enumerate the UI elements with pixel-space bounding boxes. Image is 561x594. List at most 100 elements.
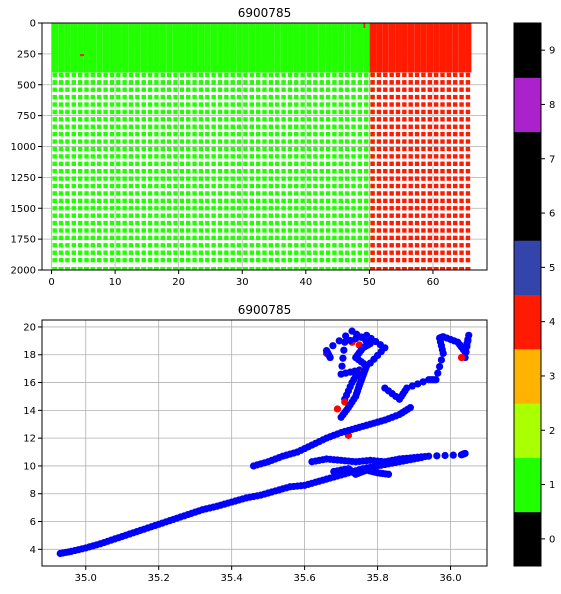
profile-point [166, 80, 172, 85]
profile-point [465, 131, 471, 137]
y-tick-label: 6 [30, 517, 36, 528]
profile-point [52, 117, 57, 122]
profile-point [383, 72, 388, 78]
profile-point [332, 72, 337, 78]
profile-point [103, 228, 108, 233]
profile-point [338, 161, 343, 166]
profile-point [84, 169, 89, 174]
profile-point [224, 154, 229, 159]
profile-point [275, 146, 280, 152]
profile-point [370, 183, 375, 189]
profile-point [154, 228, 159, 233]
profile-point [58, 72, 64, 78]
profile-point [383, 87, 388, 92]
profile-point [71, 169, 76, 174]
profile-point [147, 117, 153, 122]
profile-point [236, 176, 242, 181]
profile-point [402, 154, 407, 159]
profile-point [255, 102, 261, 107]
profile-point [395, 161, 401, 166]
profile-point [376, 146, 382, 152]
profile-point [383, 250, 388, 255]
profile-upper [178, 23, 186, 73]
profile-point [300, 72, 305, 78]
profile-point [268, 80, 274, 85]
profile-point [446, 183, 452, 189]
profile-point [357, 250, 363, 255]
profile-point [313, 235, 318, 241]
profile-point [275, 124, 280, 129]
profile-bottom [192, 267, 198, 270]
profile-point [166, 169, 172, 174]
scatter-point [363, 421, 371, 429]
profile-point [160, 154, 165, 159]
profile-point [90, 109, 96, 115]
profile-point [122, 124, 127, 129]
profile-point [217, 220, 223, 226]
profile-point [192, 228, 197, 233]
profile-upper [458, 23, 466, 73]
profile-point [128, 146, 134, 152]
profile-point [268, 250, 274, 255]
profile-point [236, 183, 242, 189]
flag-4-mark [80, 54, 85, 57]
profile-point [160, 176, 165, 181]
profile-point [160, 213, 165, 218]
profile-point [300, 154, 305, 159]
profile-point [90, 191, 96, 196]
profile-point [211, 250, 216, 255]
profile-point [287, 124, 293, 129]
profile-point [402, 80, 407, 85]
profile-point [414, 80, 420, 85]
profile-point [338, 206, 343, 211]
profile-point [281, 169, 286, 174]
profile-point [224, 80, 229, 85]
profile-point [268, 131, 274, 137]
profile-point [236, 250, 242, 255]
profile-point [287, 183, 293, 189]
profile-point [122, 161, 127, 166]
profile-point [230, 94, 235, 100]
profile-point [116, 161, 121, 166]
profile-bottom [147, 267, 153, 270]
profile-point [205, 206, 210, 211]
profile-point [205, 228, 210, 233]
profile-point [300, 102, 305, 107]
profile-bottom [173, 267, 178, 270]
profile-point [249, 176, 254, 181]
profile-point [109, 191, 115, 196]
profile-point [287, 131, 293, 137]
colorbar-cell [514, 294, 541, 350]
profile-point [383, 131, 388, 137]
profile-point [306, 250, 312, 255]
profile-point [446, 72, 452, 78]
profile-point [332, 117, 337, 122]
profile-point [160, 206, 165, 211]
profile-point [179, 176, 185, 181]
profile-point [325, 139, 331, 144]
profile-point [338, 80, 343, 85]
scatter-point [348, 457, 356, 466]
profile-point [58, 228, 64, 233]
profile-point [453, 154, 458, 159]
profile-point [325, 220, 331, 226]
profile-point [230, 154, 235, 159]
profile-point [71, 80, 76, 85]
profile-point [198, 206, 204, 211]
profile-point [255, 161, 261, 166]
profile-point [408, 183, 413, 189]
x-tick-label: 36.0 [439, 573, 461, 584]
profile-point [459, 94, 464, 100]
profile-point [205, 117, 210, 122]
profile-point [186, 198, 191, 204]
profile-point [275, 213, 280, 218]
profile-point [128, 176, 134, 181]
profile-point [224, 161, 229, 166]
profile-point [332, 250, 337, 255]
profile-point [351, 131, 356, 137]
profile-point [224, 102, 229, 107]
colorbar-tick-label: 1 [549, 480, 555, 491]
profile-point [173, 198, 178, 204]
profile-point [211, 154, 216, 159]
profile-point [52, 146, 57, 152]
